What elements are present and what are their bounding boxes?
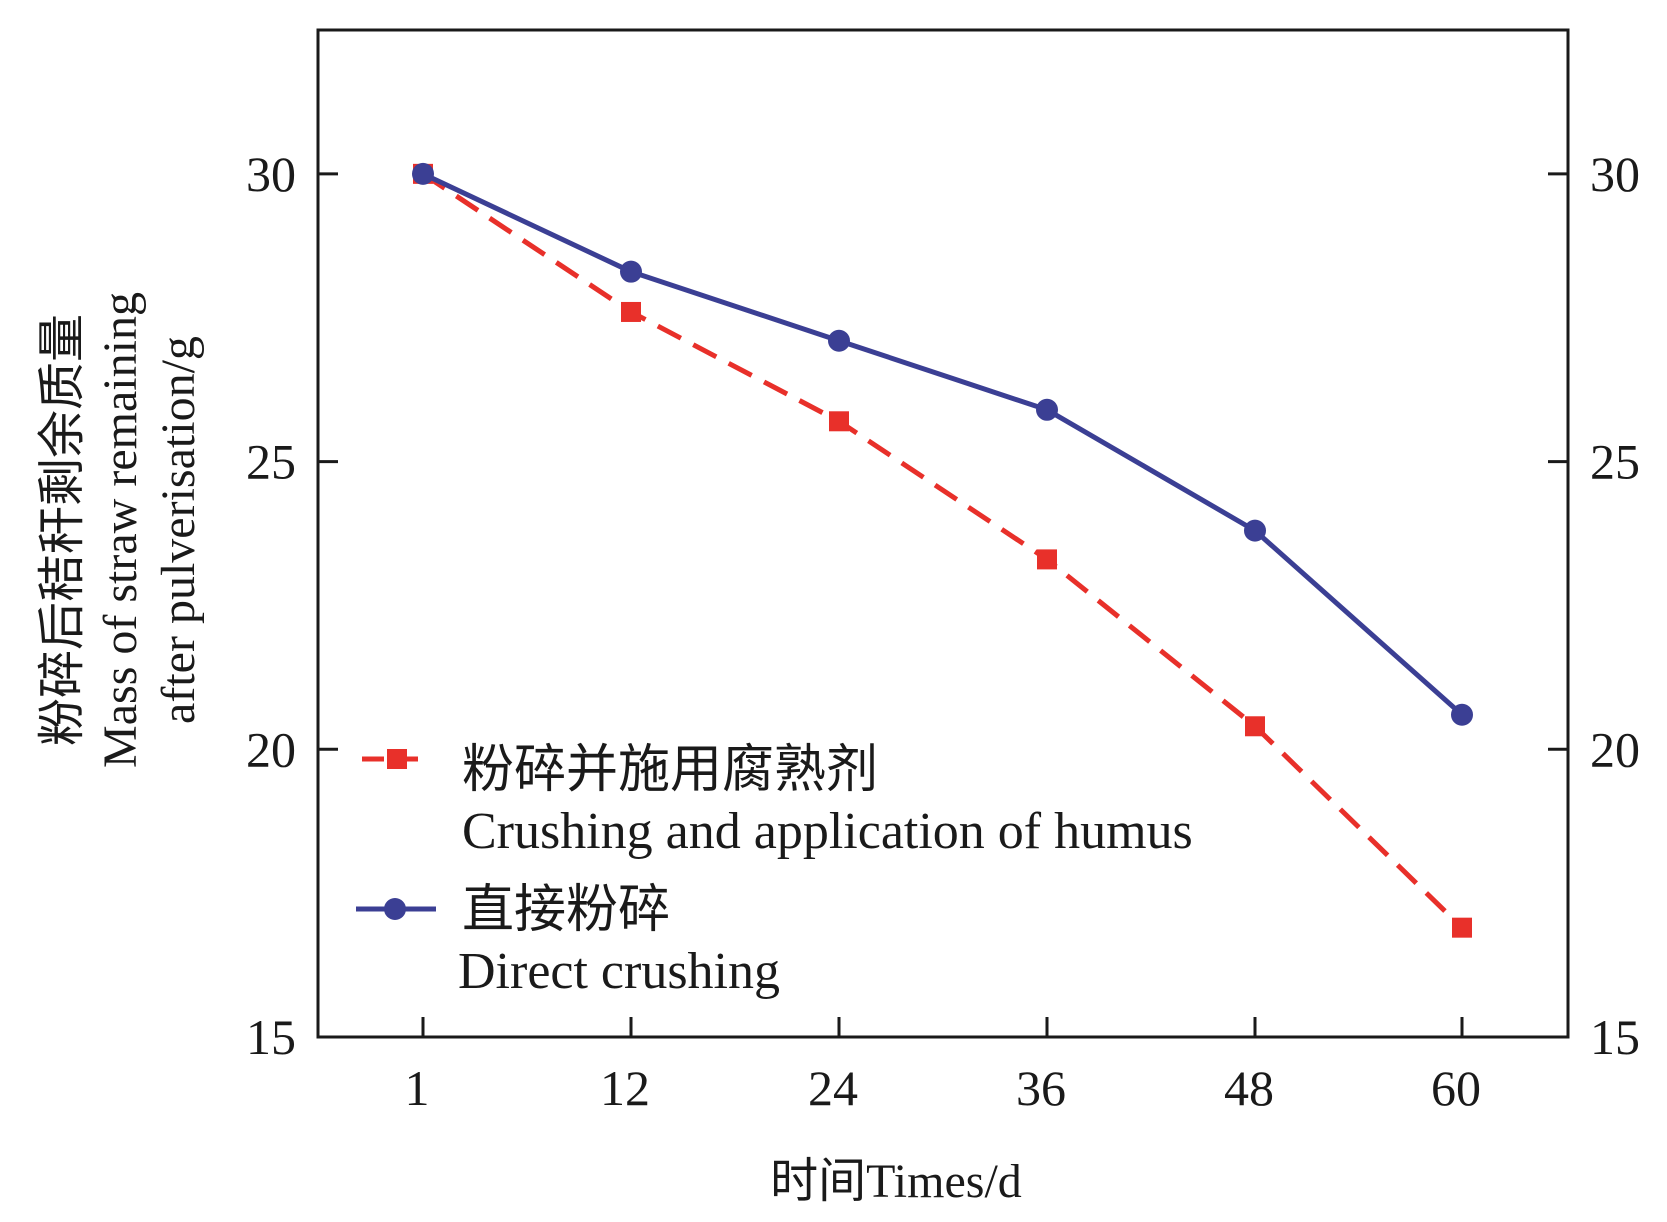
y-tick-label-left: 30	[246, 146, 296, 202]
x-tick-label: 36	[1016, 1060, 1066, 1116]
x-tick-label: 12	[600, 1060, 650, 1116]
x-axis-title: 时间Times/d	[770, 1155, 1022, 1208]
data-point-humus-36	[1037, 549, 1057, 570]
data-point-direct-60	[1451, 703, 1473, 726]
x-tick-label: 1	[405, 1060, 430, 1116]
legend-label-direct-en: Direct crushing	[458, 943, 780, 1000]
y-axis-title-line-3: after pulverisation/g	[152, 336, 205, 724]
y-axis-title-line-1: 粉碎后秸秆剩余质量	[36, 314, 89, 746]
series-layer	[412, 162, 1473, 938]
data-point-direct-1	[412, 162, 434, 185]
y-tick-label-right: 25	[1590, 434, 1640, 490]
y-tick-label-right: 20	[1590, 721, 1640, 777]
x-tick-label: 48	[1224, 1060, 1274, 1116]
y-axis-title-line-2: Mass of straw remaining	[94, 292, 147, 768]
legend-swatch-direct-marker	[384, 898, 406, 920]
y-axis: 15 15 20 20 25 25 30 30	[246, 146, 1640, 1065]
y-tick-label-left: 20	[246, 721, 296, 777]
legend-label-humus-en: Crushing and application of humus	[462, 803, 1193, 860]
data-point-humus-12	[621, 301, 641, 322]
legend-swatch-humus-marker	[387, 749, 407, 769]
legend-item-humus: 粉碎并施用腐熟剂 Crushing and application of hum…	[362, 742, 1193, 860]
data-point-humus-24	[829, 411, 849, 432]
data-point-direct-24	[828, 329, 850, 352]
plot-frame	[316, 28, 1570, 1039]
data-point-direct-36	[1036, 398, 1058, 421]
data-point-direct-12	[620, 260, 642, 283]
legend-label-humus: 粉碎并施用腐熟剂	[462, 742, 878, 799]
legend-label-direct: 直接粉碎	[462, 882, 670, 939]
data-point-direct-48	[1244, 519, 1266, 542]
legend: 粉碎并施用腐熟剂 Crushing and application of hum…	[356, 742, 1193, 1000]
data-point-humus-48	[1245, 716, 1265, 737]
x-tick-label: 60	[1431, 1060, 1481, 1116]
y-tick-label-right: 15	[1590, 1009, 1640, 1065]
y-tick-label-left: 25	[246, 434, 296, 490]
x-axis: 1 12 24 36 48 60	[405, 1017, 1481, 1116]
data-point-humus-60	[1452, 917, 1472, 938]
y-axis-title: 粉碎后秸秆剩余质量 Mass of straw remaining after …	[36, 292, 205, 768]
legend-item-direct: 直接粉碎 Direct crushing	[356, 882, 780, 1000]
series-line-direct	[421, 171, 1464, 717]
x-tick-label: 24	[808, 1060, 858, 1116]
series-line-humus	[421, 171, 1464, 930]
y-tick-label-right: 30	[1590, 146, 1640, 202]
y-tick-label-left: 15	[246, 1009, 296, 1065]
